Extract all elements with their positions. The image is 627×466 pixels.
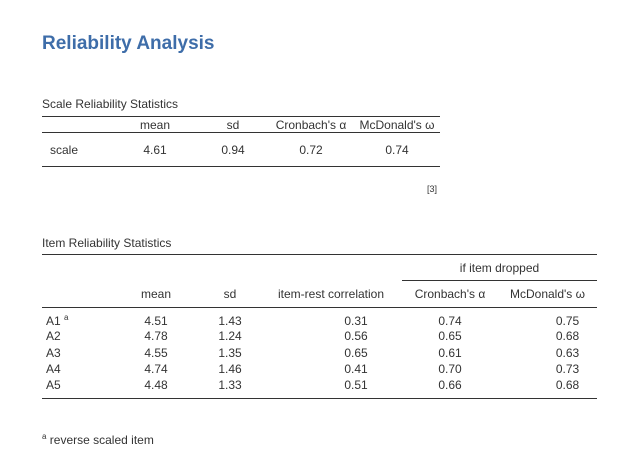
row-label: A2 — [46, 329, 61, 344]
cell-omega: 0.74 — [354, 132, 440, 167]
cell-omega: 0.68 — [498, 377, 597, 399]
item-reliability-table: if item dropped mean sd item-rest correl… — [42, 254, 597, 399]
header-empty — [42, 280, 112, 308]
cell-alpha: 0.66 — [402, 377, 498, 399]
header-sd: sd — [198, 116, 268, 133]
table-row: A4 4.74 1.46 0.41 0.70 0.73 — [42, 361, 597, 378]
table-header-row: mean sd Cronbach's α McDonald's ω — [42, 116, 440, 133]
cell-alpha: 0.61 — [438, 345, 462, 360]
header-mean: mean — [112, 116, 198, 133]
cell-omega: 0.68 — [555, 329, 580, 344]
cell-omega: 0.63 — [555, 345, 580, 360]
table-row: A1 a 4.51 1.43 0.31 0.74 0.75 — [42, 308, 597, 329]
header-empty — [42, 116, 112, 133]
table-footnote: a reverse scaled item — [42, 432, 154, 448]
scale-table-caption: Scale Reliability Statistics — [42, 97, 179, 111]
cell-mean: 4.74 — [144, 362, 168, 377]
scale-table-note: [3] — [427, 184, 438, 194]
cell-mean: 4.78 — [144, 329, 168, 344]
header-cronbach-alpha: Cronbach's α — [402, 280, 498, 308]
cell-omega: 0.75 — [555, 314, 580, 328]
cell-mean: 4.61 — [112, 132, 198, 167]
header-mean: mean — [112, 280, 200, 308]
footnote-marker: a — [42, 432, 47, 441]
cell-mean: 4.48 — [112, 377, 200, 399]
row-label: A5 — [42, 377, 112, 399]
cell-item-rest-correlation: 0.65 — [344, 345, 368, 360]
cell-sd: 1.33 — [200, 377, 260, 399]
cell-item-rest-correlation: 0.41 — [344, 362, 368, 377]
cell-alpha: 0.70 — [438, 362, 462, 377]
row-label: A1 a — [46, 313, 69, 329]
header-mcdonald-omega: McDonald's ω — [354, 116, 440, 133]
row-label: scale — [42, 132, 112, 167]
scale-reliability-table: mean sd Cronbach's α McDonald's ω scale … — [42, 116, 440, 167]
cell-item-rest-correlation: 0.31 — [344, 314, 368, 328]
header-sd: sd — [200, 280, 260, 308]
header-mcdonald-omega: McDonald's ω — [498, 280, 597, 308]
cell-sd: 1.35 — [218, 345, 242, 360]
table-row: A3 4.55 1.35 0.65 0.61 0.63 — [42, 345, 597, 362]
cell-sd: 1.24 — [218, 329, 242, 344]
header-item-rest-correlation: item-rest correlation — [260, 280, 402, 308]
row-label: A3 — [46, 345, 61, 360]
header-cronbach-alpha: Cronbach's α — [268, 116, 354, 133]
cell-alpha: 0.65 — [438, 329, 462, 344]
table-row: A5 4.48 1.33 0.51 0.66 0.68 — [42, 377, 597, 399]
table-row: A2 4.78 1.24 0.56 0.65 0.68 — [42, 328, 597, 345]
footnote-marker: a — [64, 313, 69, 322]
table-header-row: mean sd item-rest correlation Cronbach's… — [42, 280, 597, 308]
footnote-text: reverse scaled item — [46, 433, 154, 447]
group-header-if-item-dropped: if item dropped — [402, 254, 597, 281]
cell-mean: 4.51 — [144, 314, 168, 328]
cell-mean: 4.55 — [144, 345, 168, 360]
cell-item-rest-correlation: 0.51 — [260, 377, 402, 399]
cell-item-rest-correlation: 0.56 — [344, 329, 368, 344]
cell-sd: 0.94 — [198, 132, 268, 167]
cell-sd: 1.43 — [218, 314, 242, 328]
item-table-caption: Item Reliability Statistics — [42, 236, 172, 250]
cell-alpha: 0.72 — [268, 132, 354, 167]
table-row: scale 4.61 0.94 0.72 0.74 — [42, 132, 440, 167]
cell-omega: 0.73 — [555, 362, 580, 377]
page-title: Reliability Analysis — [42, 33, 215, 54]
row-label: A4 — [46, 362, 61, 377]
table-group-header-row: if item dropped — [42, 254, 597, 281]
cell-sd: 1.46 — [218, 362, 242, 377]
cell-alpha: 0.74 — [438, 314, 462, 328]
